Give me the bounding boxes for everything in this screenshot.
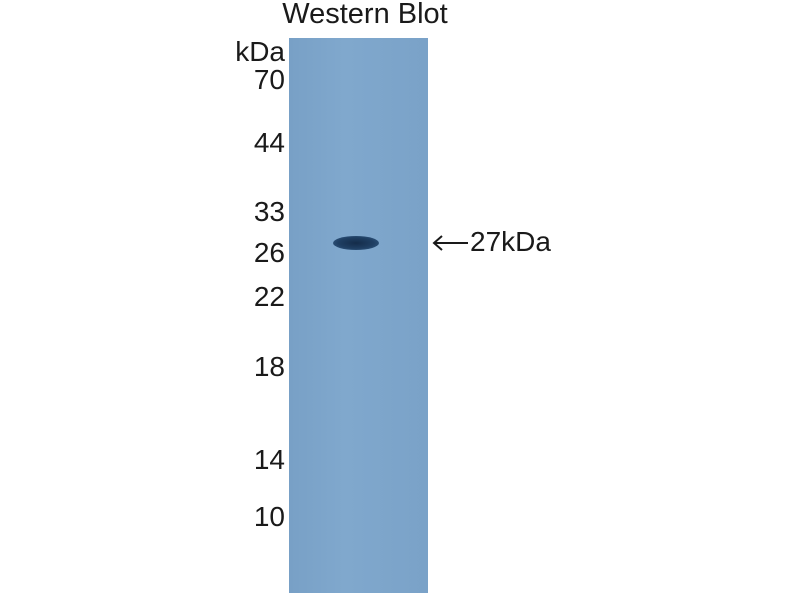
marker-44: 44 xyxy=(253,127,285,158)
unit-label: kDa xyxy=(235,36,285,67)
marker-10: 10 xyxy=(253,501,285,532)
marker-22: 22 xyxy=(253,281,285,312)
marker-33: 33 xyxy=(253,196,285,227)
figure-title: Western Blot xyxy=(282,0,448,30)
protein-band xyxy=(333,236,379,250)
band-size-label: 27kDa xyxy=(470,226,551,257)
arrow-left-icon xyxy=(432,235,468,251)
marker-14: 14 xyxy=(253,444,285,475)
marker-70: 70 xyxy=(253,64,285,95)
marker-26: 26 xyxy=(253,237,285,268)
blot-lane xyxy=(289,38,428,593)
marker-18: 18 xyxy=(253,351,285,382)
